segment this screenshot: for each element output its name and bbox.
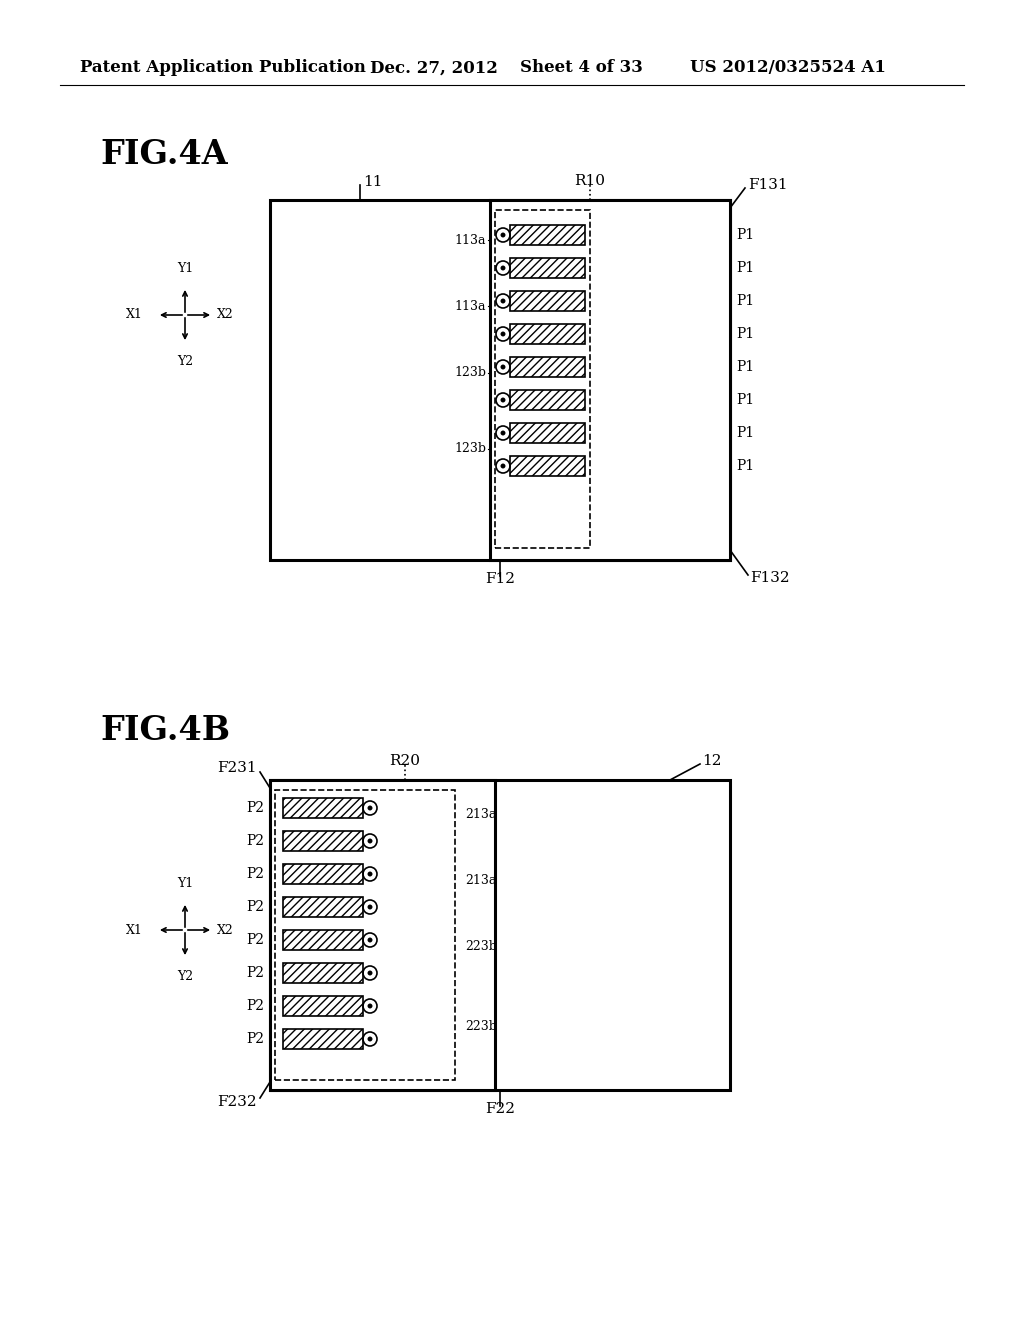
Text: P1: P1 <box>736 261 754 275</box>
Text: P1: P1 <box>736 294 754 308</box>
Text: Y1: Y1 <box>177 261 194 275</box>
Text: Y1: Y1 <box>177 876 194 890</box>
Bar <box>495 210 590 548</box>
Bar <box>283 964 362 983</box>
Bar <box>270 780 495 1090</box>
Bar <box>510 257 585 279</box>
Text: R20: R20 <box>389 754 421 768</box>
Circle shape <box>501 331 505 337</box>
Circle shape <box>368 873 372 876</box>
Text: F12: F12 <box>485 572 515 586</box>
Text: Y2: Y2 <box>177 970 194 983</box>
Circle shape <box>501 364 505 370</box>
Bar <box>283 799 362 818</box>
Text: Patent Application Publication: Patent Application Publication <box>80 59 366 77</box>
Bar <box>510 455 585 477</box>
Text: X2: X2 <box>217 924 233 936</box>
Circle shape <box>501 397 505 403</box>
Bar <box>270 780 730 1090</box>
Bar <box>510 389 585 411</box>
Text: F131: F131 <box>748 178 787 191</box>
Text: X2: X2 <box>217 309 233 322</box>
Bar <box>283 832 362 851</box>
Text: P2: P2 <box>246 900 264 913</box>
Text: Y2: Y2 <box>177 355 194 368</box>
Bar <box>283 1030 362 1049</box>
Text: F22: F22 <box>485 1102 515 1115</box>
Text: 223b: 223b <box>465 940 497 953</box>
Text: US 2012/0325524 A1: US 2012/0325524 A1 <box>690 59 886 77</box>
Text: Dec. 27, 2012: Dec. 27, 2012 <box>370 59 498 77</box>
Circle shape <box>368 840 372 843</box>
Bar <box>283 898 362 917</box>
Text: P1: P1 <box>736 327 754 341</box>
Circle shape <box>368 939 372 942</box>
Circle shape <box>501 430 505 436</box>
Circle shape <box>368 1038 372 1041</box>
Text: P1: P1 <box>736 228 754 242</box>
Bar <box>510 356 585 378</box>
Bar <box>283 931 362 950</box>
Text: P2: P2 <box>246 1032 264 1045</box>
Text: 113a: 113a <box>455 234 486 247</box>
Text: Sheet 4 of 33: Sheet 4 of 33 <box>520 59 643 77</box>
Bar <box>510 323 585 345</box>
Circle shape <box>368 906 372 909</box>
Bar <box>510 224 585 246</box>
Text: P2: P2 <box>246 933 264 946</box>
Text: 123b: 123b <box>454 442 486 455</box>
Text: 123b: 123b <box>454 367 486 380</box>
Text: P2: P2 <box>246 867 264 880</box>
Circle shape <box>368 807 372 810</box>
Text: P1: P1 <box>736 393 754 407</box>
Text: P1: P1 <box>736 459 754 473</box>
Text: P2: P2 <box>246 999 264 1012</box>
Bar <box>275 789 455 1080</box>
Bar <box>283 997 362 1016</box>
Bar <box>510 422 585 444</box>
Circle shape <box>368 1005 372 1008</box>
Text: FIG.4A: FIG.4A <box>100 139 227 172</box>
Text: P2: P2 <box>246 834 264 847</box>
Text: R10: R10 <box>574 174 605 187</box>
Text: P2: P2 <box>246 966 264 979</box>
Text: F232: F232 <box>217 1096 257 1109</box>
Text: X1: X1 <box>126 924 143 936</box>
Circle shape <box>501 265 505 271</box>
Text: 213a: 213a <box>465 874 497 887</box>
Text: 113a: 113a <box>455 300 486 313</box>
Text: F231: F231 <box>217 762 257 775</box>
Bar <box>510 290 585 312</box>
Circle shape <box>501 463 505 469</box>
Text: F132: F132 <box>750 572 790 585</box>
Text: 12: 12 <box>702 754 722 768</box>
Circle shape <box>501 298 505 304</box>
Text: P1: P1 <box>736 426 754 440</box>
Text: P2: P2 <box>246 801 264 814</box>
Text: 213a: 213a <box>465 808 497 821</box>
Text: 223b: 223b <box>465 1019 497 1032</box>
Circle shape <box>501 232 505 238</box>
Bar <box>283 865 362 884</box>
Bar <box>490 201 730 560</box>
Text: 11: 11 <box>362 176 383 189</box>
Bar <box>270 201 730 560</box>
Text: P1: P1 <box>736 360 754 374</box>
Text: FIG.4B: FIG.4B <box>100 714 230 747</box>
Text: X1: X1 <box>126 309 143 322</box>
Circle shape <box>368 972 372 975</box>
